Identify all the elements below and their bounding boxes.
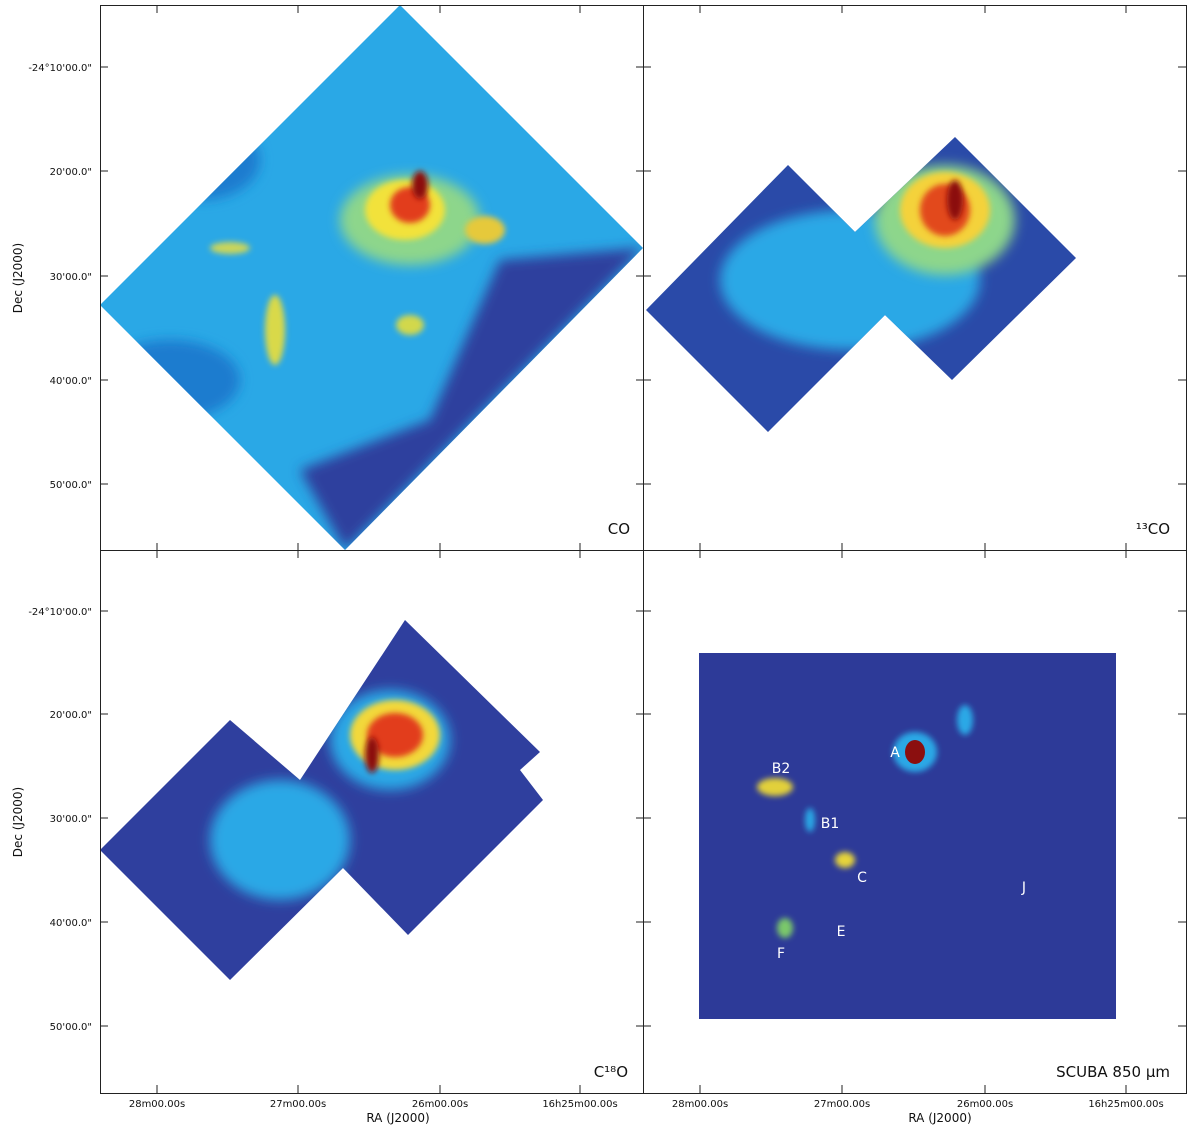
- x-tick-label: 27m00.00s: [270, 1099, 326, 1110]
- panel-label: SCUBA 850 μm: [1056, 1063, 1170, 1081]
- x-tick-label: 28m00.00s: [672, 1099, 728, 1110]
- source-label: B1: [821, 816, 840, 832]
- y-tick-label: 30'00.0": [50, 814, 92, 825]
- y-axis-label: Dec (J2000): [11, 243, 25, 313]
- c18o-map: [100, 620, 543, 980]
- x-tick-label: 27m00.00s: [814, 1099, 870, 1110]
- y-tick-label: -24°10'00.0": [28, 63, 92, 74]
- source-label: E: [837, 924, 846, 940]
- source-label: F: [777, 946, 785, 962]
- panel-label: C¹⁸O: [594, 1063, 628, 1081]
- y-tick-label: 40'00.0": [50, 376, 92, 387]
- panel-label: CO: [608, 520, 630, 538]
- x-tick-label: 26m00.00s: [412, 1099, 468, 1110]
- 13co-map: [646, 137, 1076, 432]
- y-axis-label: Dec (J2000): [11, 787, 25, 857]
- y-tick-label: 40'00.0": [50, 918, 92, 929]
- y-tick-label: 20'00.0": [50, 710, 92, 721]
- y-tick-label: 50'00.0": [50, 480, 92, 491]
- source-label: J: [1021, 880, 1026, 896]
- panel-frames: [100, 5, 1187, 1094]
- source-label: C: [857, 870, 867, 886]
- y-tick-label: 20'00.0": [50, 167, 92, 178]
- x-tick-label: 26m00.00s: [957, 1099, 1013, 1110]
- source-label: B2: [772, 761, 791, 777]
- y-tick-label: -24°10'00.0": [28, 607, 92, 618]
- x-tick-label: 28m00.00s: [129, 1099, 185, 1110]
- scuba-map: [699, 653, 1116, 1019]
- source-label: A: [890, 745, 900, 761]
- x-tick-label: 16h25m00.00s: [1088, 1099, 1163, 1110]
- x-axis-label: RA (J2000): [908, 1111, 971, 1125]
- y-tick-label: 30'00.0": [50, 272, 92, 283]
- x-tick-label: 16h25m00.00s: [542, 1099, 617, 1110]
- panel-label: ¹³CO: [1136, 520, 1170, 538]
- co-map: [100, 5, 643, 550]
- y-tick-label: 50'00.0": [50, 1022, 92, 1033]
- x-axis-label: RA (J2000): [366, 1111, 429, 1125]
